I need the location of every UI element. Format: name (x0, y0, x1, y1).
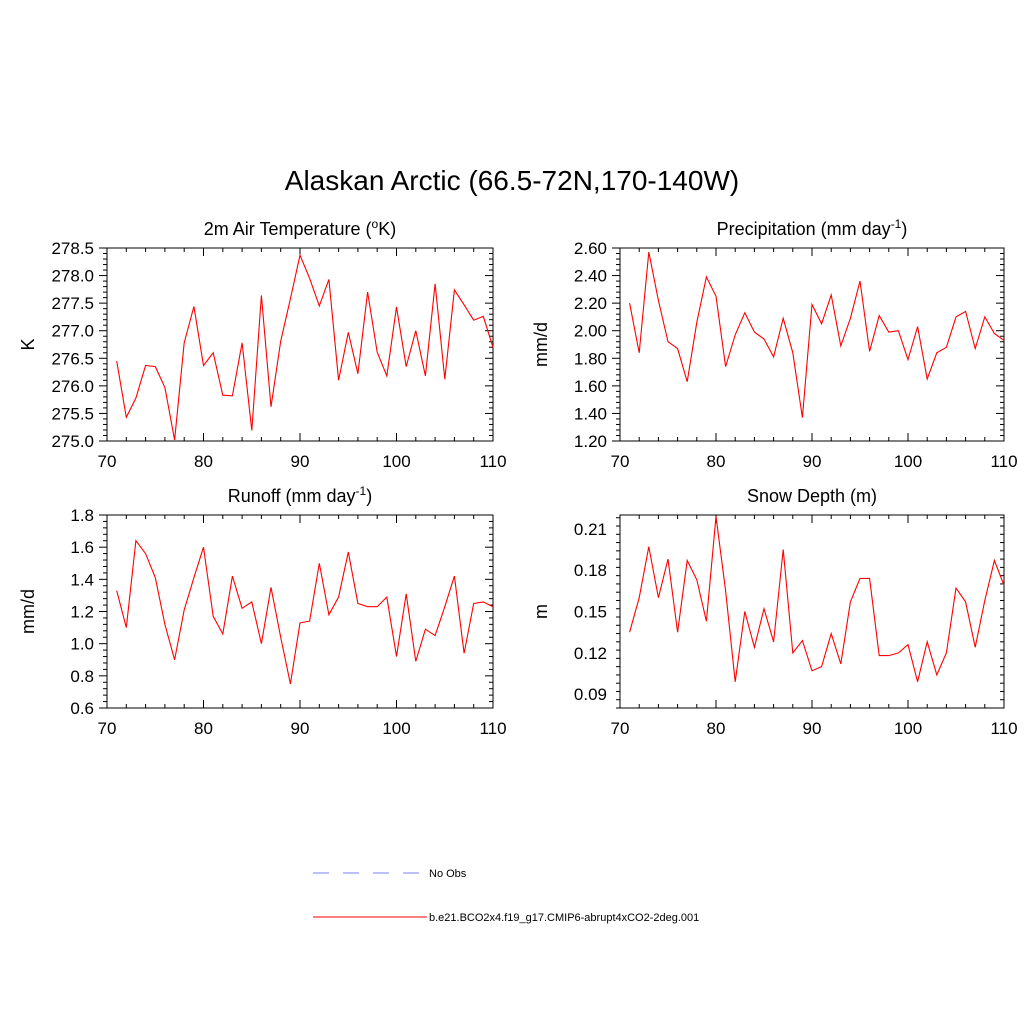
snow-depth-chart: 70 80 90 100 110 0.09 0.12 0.15 0.18 0.21 m Snow De… (531, 486, 1018, 738)
runoff-plot-frame (106, 514, 494, 709)
air-temperature-x-tick-label: 100 (382, 452, 410, 471)
runoff-series-line (116, 539, 494, 685)
snow-depth-x-tick-label: 80 (707, 719, 726, 738)
runoff-chart-title: Runoff (mm day-1) (228, 484, 372, 506)
snow-depth-y-axis-label: m (531, 604, 551, 619)
runoff-y-tick-label: 0.6 (70, 699, 94, 718)
precipitation-y-tick-label: 2.00 (574, 322, 607, 341)
precipitation-chart: 70 80 90 100 110 1.20 1.40 1.60 1.80 2.00 2.20 2.40… (531, 217, 1018, 471)
snow-depth-y-tick-label: 0.15 (574, 603, 607, 622)
figure-title: Alaskan Arctic (66.5-72N,170-140W) (284, 165, 740, 196)
runoff-x-tick-label: 90 (291, 719, 310, 738)
precipitation-x-tick-label: 80 (707, 452, 726, 471)
snow-depth-y-tick-label: 0.09 (574, 685, 607, 704)
air-temperature-chart: 70 80 90 100 110 275.0 275.5 276.0 276.5 277.0 277… (18, 217, 507, 471)
legend-label-model-run: b.e21.BCO2x4.f19_g17.CMIP6-abrupt4xCO2-2… (429, 912, 699, 924)
chart-panels: 70 80 90 100 110 275.0 275.5 276.0 276.5 277.0 277… (18, 217, 1018, 738)
runoff-x-tick-label: 100 (382, 719, 410, 738)
precipitation-y-axis-label: mm/d (531, 322, 551, 367)
runoff-y-tick-label: 0.8 (70, 667, 94, 686)
precipitation-x-tick-label: 70 (611, 452, 630, 471)
air-temperature-y-tick-label: 275.0 (51, 432, 94, 451)
air-temperature-chart-title: 2m Air Temperature (oK) (204, 217, 396, 239)
precipitation-plot-frame (619, 247, 1005, 442)
runoff-x-tick-label: 110 (479, 719, 506, 738)
air-temperature-y-axis-label: K (18, 338, 38, 350)
snow-depth-x-tick-label: 110 (990, 719, 1017, 738)
runoff-y-tick-label: 1.4 (70, 570, 94, 589)
snow-depth-x-tick-label: 70 (611, 719, 630, 738)
snow-depth-y-tick-label: 0.21 (574, 520, 607, 539)
precipitation-y-tick-label: 1.40 (574, 404, 607, 423)
precipitation-y-tick-label: 2.60 (574, 239, 607, 258)
air-temperature-x-tick-label: 80 (194, 452, 213, 471)
air-temperature-y-tick-label: 276.5 (51, 349, 94, 368)
precipitation-chart-title: Precipitation (mm day-1) (717, 217, 908, 239)
precipitation-x-tick-label: 100 (894, 452, 922, 471)
legend-label-no-obs: No Obs (429, 868, 467, 880)
air-temperature-plot-frame (106, 247, 494, 442)
runoff-y-tick-label: 1.0 (70, 635, 94, 654)
air-temperature-x-tick-label: 90 (291, 452, 310, 471)
snow-depth-plot-frame (619, 514, 1005, 709)
snow-depth-y-tick-label: 0.18 (574, 561, 607, 580)
runoff-chart: 70 80 90 100 110 0.6 0.8 1.0 1.2 1.4 1.6 1.8 mm/d Run… (18, 484, 507, 738)
precipitation-y-tick-label: 1.60 (574, 377, 607, 396)
runoff-x-tick-label: 70 (98, 719, 117, 738)
air-temperature-y-tick-label: 278.5 (51, 239, 94, 258)
snow-depth-series-line (629, 516, 1005, 682)
precipitation-y-tick-label: 2.20 (574, 294, 607, 313)
snow-depth-chart-title: Snow Depth (m) (747, 486, 877, 506)
runoff-y-tick-label: 1.2 (70, 603, 94, 622)
air-temperature-y-tick-label: 275.5 (51, 404, 94, 423)
runoff-y-tick-label: 1.8 (70, 506, 94, 525)
precipitation-series-line (629, 251, 1005, 418)
snow-depth-x-tick-label: 90 (803, 719, 822, 738)
snow-depth-x-tick-label: 100 (894, 719, 922, 738)
precipitation-x-tick-label: 110 (990, 452, 1017, 471)
air-temperature-y-tick-label: 276.0 (51, 377, 94, 396)
snow-depth-y-tick-label: 0.12 (574, 644, 607, 663)
precipitation-y-tick-label: 1.80 (574, 349, 607, 368)
precipitation-x-tick-label: 90 (803, 452, 822, 471)
runoff-y-axis-label: mm/d (18, 589, 38, 634)
air-temperature-x-tick-label: 110 (479, 452, 506, 471)
legend: No Obs b.e21.BCO2x4.f19_g17.CMIP6-abrupt… (313, 868, 699, 924)
runoff-y-tick-label: 1.6 (70, 538, 94, 557)
precipitation-y-tick-label: 2.40 (574, 267, 607, 286)
runoff-x-tick-label: 80 (194, 719, 213, 738)
air-temperature-series-line (116, 253, 494, 441)
air-temperature-y-tick-label: 277.5 (51, 294, 94, 313)
air-temperature-y-tick-label: 277.0 (51, 322, 94, 341)
air-temperature-y-tick-label: 278.0 (51, 267, 94, 286)
air-temperature-x-tick-label: 70 (98, 452, 117, 471)
precipitation-y-tick-label: 1.20 (574, 432, 607, 451)
